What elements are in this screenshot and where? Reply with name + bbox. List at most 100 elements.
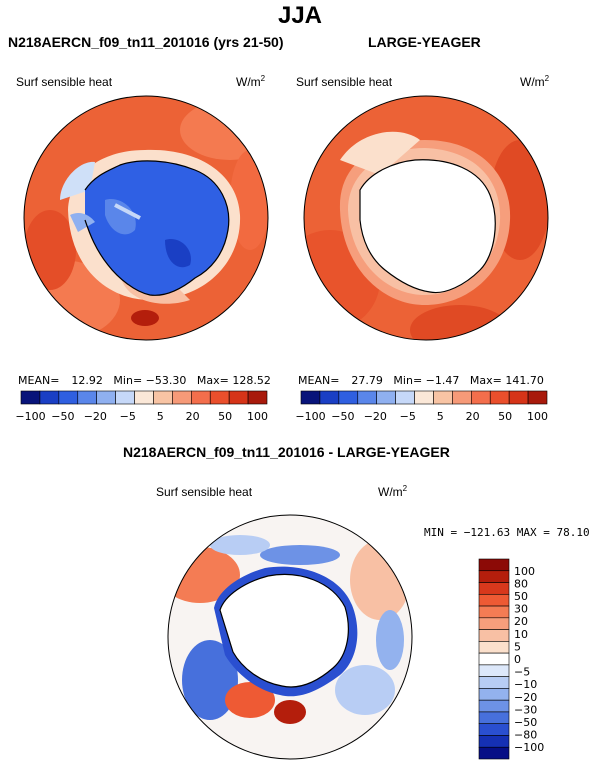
colorbar-diff-swatch	[478, 617, 510, 630]
colorbar-obs-swatch	[508, 390, 529, 405]
colorbar-model-swatch	[209, 390, 230, 405]
obs-max-value: 141.70	[505, 374, 544, 387]
colorbar-diff-tick-label: −5	[514, 666, 530, 679]
colorbar-model-tick-label: −50	[51, 410, 74, 423]
obs-field	[304, 96, 548, 340]
model-max-label: Max=	[196, 374, 229, 387]
colorbar-diff-swatch	[478, 688, 510, 701]
panel-model-variable: Surf sensible heat	[16, 75, 113, 89]
model-mean-value: 12.92	[71, 374, 103, 387]
diff-min-label: MIN =	[424, 526, 458, 539]
colorbar-model-swatch	[58, 390, 79, 405]
colorbar-obs-tick-label: 5	[437, 410, 444, 423]
colorbar-obs-swatch	[357, 390, 377, 405]
colorbar-obs: −100 −50 −20 −5 5 20 50 100	[295, 390, 548, 423]
colorbar-diff-tick-label: 30	[514, 603, 528, 616]
colorbar-diff-swatch	[478, 652, 510, 666]
colorbar-diff-swatch	[478, 699, 510, 713]
colorbar-model: −100 −50 −20 −5 5 20 50 100	[15, 390, 268, 423]
colorbar-obs-tick-label: 20	[466, 410, 480, 423]
colorbar-obs-swatch	[433, 390, 453, 405]
diff-coastline	[219, 573, 349, 688]
panel-model-title: N218AERCN_f09_tn11_201016 (yrs 21-50)	[8, 34, 284, 50]
obs-max-label: Max=	[469, 374, 502, 387]
colorbar-obs-tick-label: 100	[527, 410, 548, 423]
diff-border	[167, 514, 413, 760]
colorbar-obs-tick-label: −50	[331, 410, 354, 423]
colorbar-model-swatch	[191, 390, 211, 405]
panel-obs-units: W/m2	[520, 74, 549, 89]
obs-border	[303, 95, 549, 341]
obs-coastline	[359, 159, 496, 294]
colorbar-obs-swatch	[471, 390, 491, 405]
colorbar-obs-tick-label: −100	[295, 410, 325, 423]
colorbar-diff-tick-label: −20	[514, 691, 537, 704]
colorbar-diff-swatch	[478, 629, 510, 642]
panel-model-units-base: W/m	[236, 75, 261, 89]
colorbar-diff-swatch	[478, 558, 510, 572]
panel-diff-units-base: W/m	[378, 485, 403, 499]
panel-diff-title: N218AERCN_f09_tn11_201016 - LARGE-YEAGER	[123, 444, 450, 460]
colorbar-diff-tick-label: 5	[514, 640, 521, 653]
colorbar-diff-tick-label: −80	[514, 729, 537, 742]
panel-obs-units-exp: 2	[544, 74, 550, 83]
colorbar-obs-swatch	[338, 390, 359, 405]
colorbar-diff-tick-label: −30	[514, 703, 537, 716]
colorbar-diff-swatch	[478, 723, 510, 736]
colorbar-diff-swatch	[478, 676, 510, 689]
diff-stats: MIN = −121.63 MAX = 78.10	[424, 526, 590, 539]
colorbar-model-swatch	[247, 390, 268, 405]
colorbar-model-swatch	[153, 390, 173, 405]
model-min-value: −53.30	[145, 374, 187, 387]
diff-max-value: 78.10	[556, 526, 590, 539]
colorbar-diff-tick-label: −10	[514, 678, 537, 691]
figure-title: JJA	[277, 2, 323, 29]
colorbar-diff-tick-label: −50	[514, 716, 537, 729]
obs-min-label: Min=	[393, 374, 423, 387]
model-mean-label: MEAN=	[18, 374, 60, 387]
panel-obs-title: LARGE-YEAGER	[368, 34, 481, 50]
colorbar-model-tick-label: 100	[247, 410, 268, 423]
colorbar-model-swatch	[172, 390, 192, 405]
colorbar-model-tick-label: −5	[120, 410, 136, 423]
obs-mean-label: MEAN=	[298, 374, 340, 387]
colorbar-model-swatch	[77, 390, 97, 405]
colorbar-diff-tick-label: 10	[514, 628, 528, 641]
colorbar-model-swatch	[20, 390, 41, 405]
panel-diff-units: W/m2	[378, 484, 407, 499]
colorbar-diff-tick-label: 50	[514, 590, 528, 603]
colorbar-model-swatch	[134, 390, 154, 405]
model-field	[24, 96, 268, 340]
obs-stats: MEAN= 27.79 Min= −1.47 Max= 141.70	[298, 374, 544, 387]
colorbar-model-swatch	[96, 390, 116, 405]
colorbar-diff-swatch	[478, 641, 510, 654]
colorbar-diff-tick-label: 20	[514, 615, 528, 628]
colorbar-obs-swatch	[376, 390, 396, 405]
colorbar-obs-tick-label: −5	[400, 410, 416, 423]
obs-min-value: −1.47	[425, 374, 460, 387]
colorbar-model-swatch	[39, 390, 60, 405]
diff-min-value: −121.63	[463, 526, 511, 539]
colorbar-model-swatch	[228, 390, 249, 405]
model-border	[23, 95, 269, 341]
diff-field	[168, 515, 412, 759]
colorbar-diff-swatch	[478, 593, 510, 607]
panel-obs-variable: Surf sensible heat	[296, 75, 393, 89]
colorbar-diff-tick-label: 0	[514, 653, 521, 666]
colorbar-diff-swatch	[478, 664, 510, 677]
model-max-value: 128.52	[232, 374, 271, 387]
colorbar-diff-tick-label: 100	[514, 565, 535, 578]
obs-mean-value: 27.79	[351, 374, 383, 387]
panel-model-units: W/m2	[236, 74, 265, 89]
colorbar-diff-swatch	[478, 582, 510, 595]
colorbar-obs-swatch	[527, 390, 548, 405]
colorbar-diff-swatch	[478, 605, 510, 619]
colorbar-obs-tick-label: −20	[364, 410, 387, 423]
colorbar-diff-swatch	[478, 570, 510, 583]
colorbar-model-tick-label: 5	[157, 410, 164, 423]
colorbar-diff-swatch	[478, 735, 510, 748]
colorbar-obs-tick-label: 50	[498, 410, 512, 423]
colorbar-obs-swatch	[319, 390, 340, 405]
colorbar-model-swatch	[115, 390, 135, 405]
